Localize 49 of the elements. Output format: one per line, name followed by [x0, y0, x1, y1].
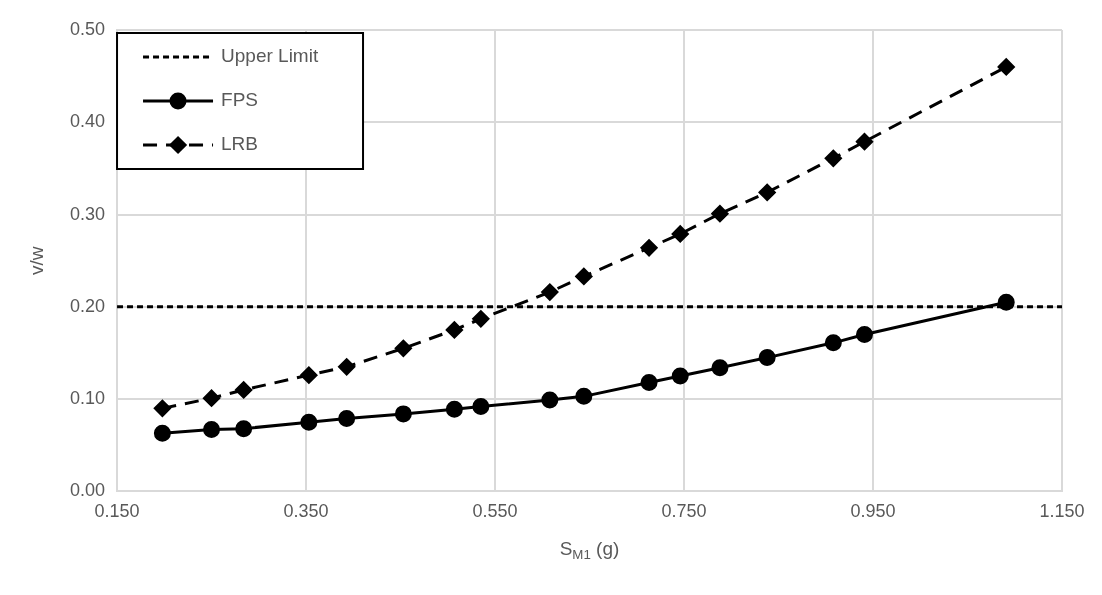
- x-tick-label: 0.150: [94, 501, 140, 522]
- point: [856, 133, 873, 151]
- legend-label: Upper Limit: [221, 45, 319, 67]
- y-tick-label: 0.30: [69, 203, 106, 224]
- point: [758, 349, 776, 367]
- point: [394, 339, 412, 357]
- x-tick-label: 0.350: [283, 501, 329, 522]
- point: [824, 334, 842, 352]
- point: [997, 58, 1015, 76]
- point: [394, 405, 412, 423]
- point: [856, 326, 873, 344]
- point: [300, 366, 318, 384]
- point: [711, 359, 729, 377]
- x-tick-label: 0.950: [850, 501, 896, 522]
- y-tick-label: 0.00: [69, 480, 106, 501]
- point: [824, 149, 842, 167]
- point: [338, 410, 356, 427]
- x-tick-label: 0.550: [472, 501, 518, 522]
- point: [671, 225, 689, 243]
- point: [758, 183, 776, 201]
- point: [235, 381, 253, 399]
- point: [541, 391, 559, 409]
- y-tick-label: 0.20: [69, 295, 106, 316]
- point: [640, 239, 658, 257]
- point: [671, 367, 689, 385]
- point: [153, 424, 171, 442]
- x-tick-label: 0.750: [661, 501, 707, 522]
- x-tick-label: 1.150: [1039, 501, 1085, 522]
- point: [640, 374, 658, 392]
- point: [445, 400, 463, 418]
- point: [472, 398, 490, 415]
- point: [575, 267, 593, 285]
- point: [300, 413, 318, 431]
- y-tick-label: 0.50: [69, 18, 106, 39]
- y-tick-label: 0.40: [69, 111, 106, 132]
- point: [153, 399, 171, 417]
- point: [203, 389, 221, 407]
- legend-label: LRB: [221, 133, 258, 155]
- point: [472, 310, 490, 328]
- y-tick-label: 0.10: [69, 388, 106, 409]
- point: [711, 205, 729, 223]
- point: [575, 387, 593, 405]
- point: [445, 321, 463, 339]
- point: [338, 358, 356, 376]
- legend-label: FPS: [221, 89, 258, 111]
- point: [541, 283, 559, 301]
- point: [203, 421, 221, 439]
- point: [235, 420, 253, 438]
- y-axis-title: v/w: [26, 246, 48, 275]
